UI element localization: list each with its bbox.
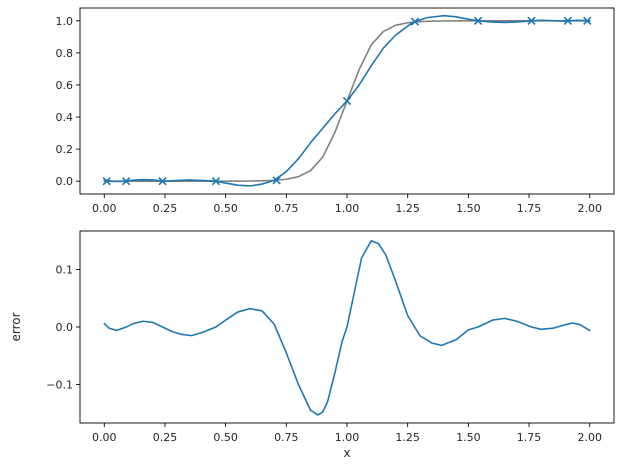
x-tick-label: 1.75 xyxy=(517,431,542,444)
y-tick-label: 0.2 xyxy=(56,143,74,156)
x-tick-label: 0.75 xyxy=(274,431,299,444)
x-tick-label: 0.75 xyxy=(274,202,299,215)
sample-marker xyxy=(272,176,281,185)
top-panel: 0.00 0.25 0.50 0.75 1.00 1.25 1.50 1.75 2.00 0.0 0… xyxy=(56,7,615,215)
x-tick-label: 1.25 xyxy=(395,431,420,444)
x-tick-label: 1.00 xyxy=(335,431,360,444)
x-tick-label: 1.50 xyxy=(456,202,481,215)
sample-marker xyxy=(583,16,592,25)
y-axis-label: error xyxy=(9,312,23,341)
x-tick-label: 0.50 xyxy=(213,202,238,215)
sample-marker xyxy=(342,96,352,106)
sample-marker xyxy=(527,16,536,25)
x-tick-label: 0.25 xyxy=(153,202,178,215)
y-tick-label: −0.1 xyxy=(46,378,73,391)
sample-marker xyxy=(211,177,221,186)
y-tick-label: 1.0 xyxy=(56,15,74,28)
x-tick-label: 1.25 xyxy=(395,202,420,215)
y-tick-label: 0.6 xyxy=(56,79,74,92)
x-tick-label: 0.00 xyxy=(92,202,117,215)
series-line-interpolant xyxy=(103,14,591,187)
sample-marker xyxy=(410,17,420,26)
y-tick-label: 0.0 xyxy=(56,175,74,188)
x-tick-label: 1.75 xyxy=(517,202,542,215)
sample-marker xyxy=(121,177,131,186)
x-tick-label: 0.00 xyxy=(92,431,117,444)
y-tick-label: 0.8 xyxy=(56,47,74,60)
y-tick-label: 0.1 xyxy=(56,264,74,277)
y-tick-label: 0.0 xyxy=(56,321,74,334)
sample-marker xyxy=(158,177,167,186)
y-tick-label: 0.4 xyxy=(56,111,74,124)
x-tick-label: 2.00 xyxy=(577,202,602,215)
series-line-error xyxy=(103,239,591,416)
sample-marker xyxy=(563,16,573,25)
x-tick-label: 0.50 xyxy=(213,431,238,444)
x-tick-label: 1.00 xyxy=(335,202,360,215)
sample-marker xyxy=(102,177,111,186)
x-tick-label: 1.50 xyxy=(456,431,481,444)
bottom-panel: 0.00 0.25 0.50 0.75 1.00 1.25 1.50 1.75 2.00 −0.1… xyxy=(9,230,615,460)
x-axis-label: x xyxy=(343,446,350,460)
x-tick-label: 0.25 xyxy=(153,431,178,444)
sample-marker xyxy=(473,16,483,25)
x-tick-label: 2.00 xyxy=(577,431,602,444)
